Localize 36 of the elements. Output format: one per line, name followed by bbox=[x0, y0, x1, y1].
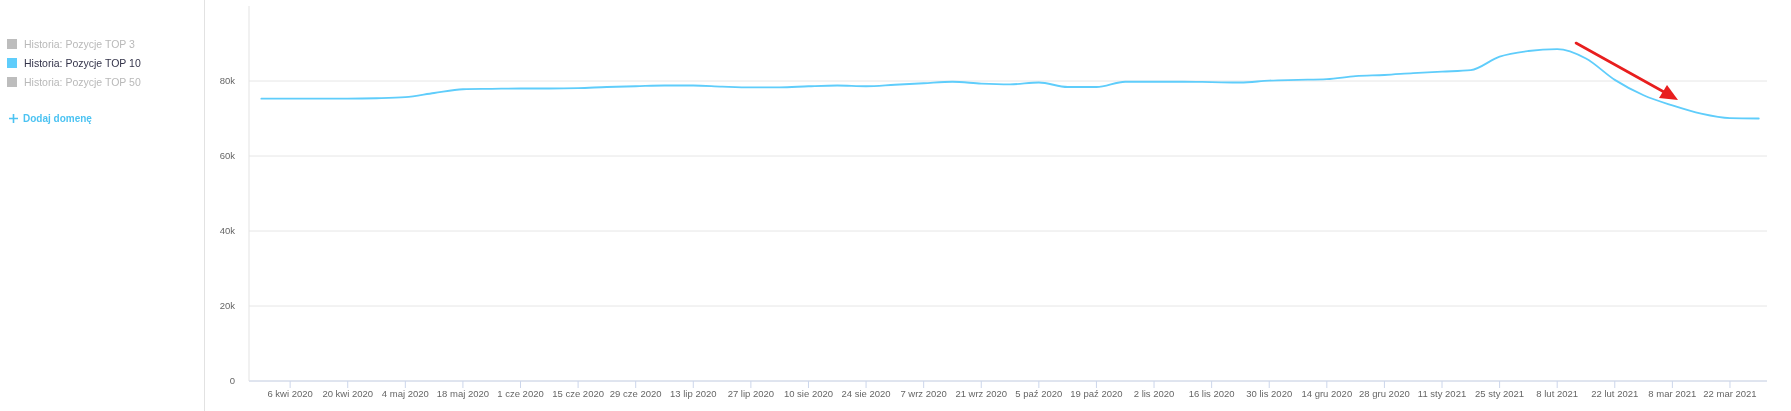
x-tick-label: 16 lis 2020 bbox=[1188, 387, 1235, 399]
y-tick-label: 20k bbox=[219, 300, 236, 312]
x-tick-label: 27 lip 2020 bbox=[727, 387, 775, 399]
y-tick-label: 80k bbox=[219, 75, 236, 87]
x-tick-label: 4 maj 2020 bbox=[381, 387, 429, 399]
text: Dodaj domenę bbox=[23, 112, 92, 124]
x-tick-label: 8 mar 2021 bbox=[1648, 387, 1697, 399]
legend-label: Historia: Pozycje TOP 10 bbox=[24, 56, 141, 69]
line-series bbox=[260, 48, 1760, 120]
x-tick-label: 24 sie 2020 bbox=[841, 387, 891, 399]
x-tick-label: 5 paź 2020 bbox=[1015, 387, 1063, 399]
x-tick-label: 30 lis 2020 bbox=[1246, 387, 1293, 399]
x-tick-label: 14 gru 2020 bbox=[1301, 387, 1353, 399]
x-tick-label: 8 lut 2021 bbox=[1536, 387, 1579, 399]
x-tick-label: 2 lis 2020 bbox=[1133, 387, 1175, 399]
x-tick-label: 22 mar 2021 bbox=[1703, 387, 1757, 399]
x-tick-label: 6 kwi 2020 bbox=[267, 387, 313, 399]
x-tick-label: 19 paź 2020 bbox=[1070, 387, 1123, 399]
legend-label: Historia: Pozycje TOP 50 bbox=[24, 75, 141, 88]
y-tick-label: 60k bbox=[219, 150, 236, 162]
x-tick-label: 1 cze 2020 bbox=[497, 387, 544, 399]
x-tick-label: 25 sty 2021 bbox=[1475, 387, 1525, 399]
x-tick-label: 20 kwi 2020 bbox=[322, 387, 374, 399]
legend-label: Historia: Pozycje TOP 3 bbox=[24, 37, 135, 50]
x-tick-label: 29 cze 2020 bbox=[609, 387, 662, 399]
x-tick-label: 15 cze 2020 bbox=[552, 387, 604, 399]
x-tick-label: 22 lut 2021 bbox=[1591, 387, 1639, 399]
x-tick-label: 7 wrz 2020 bbox=[900, 387, 947, 399]
y-tick-label: 0 bbox=[229, 375, 235, 387]
x-tick-label: 21 wrz 2020 bbox=[955, 387, 1008, 399]
x-tick-label: 10 sie 2020 bbox=[783, 387, 834, 399]
x-tick-label: 18 maj 2020 bbox=[436, 387, 490, 399]
x-tick-label: 28 gru 2020 bbox=[1359, 387, 1410, 399]
y-tick-label: 40k bbox=[219, 225, 236, 237]
x-tick-label: 11 sty 2021 bbox=[1417, 387, 1467, 399]
x-tick-label: 13 lip 2020 bbox=[670, 387, 717, 399]
